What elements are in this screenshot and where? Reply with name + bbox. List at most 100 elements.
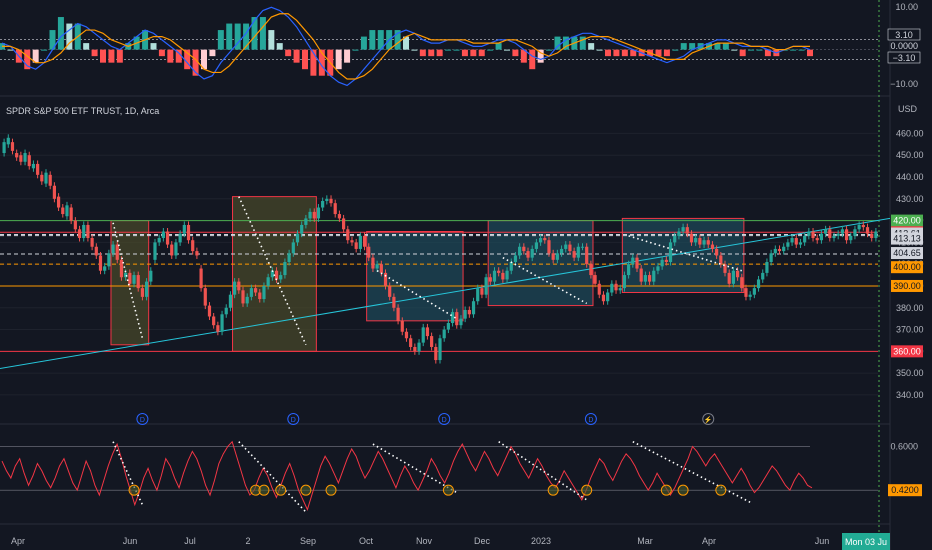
- candle-body: [643, 275, 647, 282]
- candle-body: [404, 331, 409, 339]
- candle-body: [484, 277, 488, 295]
- macd-histogram-bar: [546, 49, 553, 51]
- candle-body: [165, 231, 170, 245]
- rsi-dotted-trend-line: [112, 441, 144, 506]
- candle-body: [446, 323, 450, 330]
- candle-body: [710, 244, 715, 249]
- macd-histogram-bar: [680, 43, 687, 50]
- macd-histogram-bar: [461, 49, 468, 57]
- candle-body: [430, 336, 434, 347]
- candle-body: [832, 235, 836, 239]
- dotted-trend-line: [238, 196, 307, 346]
- candle-body: [145, 281, 149, 297]
- macd-histogram-bar: [91, 49, 98, 57]
- candle-body: [111, 244, 115, 254]
- macd-histogram-bar: [192, 49, 199, 76]
- candle-body: [207, 305, 212, 317]
- candle-body: [128, 272, 132, 284]
- macd-histogram-bar: [562, 36, 569, 50]
- candle-body: [329, 198, 333, 204]
- time-axis-label: Oct: [359, 536, 374, 546]
- macd-histogram-bar: [394, 30, 401, 50]
- candle-body: [6, 137, 10, 145]
- candle-body: [27, 155, 31, 167]
- candle-body: [861, 224, 865, 228]
- candle-body: [698, 238, 702, 245]
- macd-histogram-bar: [520, 49, 527, 63]
- candle-body: [807, 231, 811, 236]
- candle-body: [321, 200, 325, 208]
- macd-histogram-bar: [621, 49, 628, 57]
- candle-body: [304, 218, 308, 225]
- candle-body: [727, 272, 731, 284]
- macd-histogram-bar: [748, 49, 755, 51]
- macd-histogram-bar: [487, 49, 494, 51]
- candle-body: [325, 198, 329, 201]
- candle-body: [844, 229, 849, 241]
- candle-body: [10, 142, 15, 151]
- dotted-trend-line: [376, 270, 458, 320]
- candle-body: [86, 224, 90, 239]
- candle-body: [719, 255, 723, 265]
- candle-body: [82, 224, 86, 239]
- price-level-badge: [891, 261, 923, 274]
- candle-body: [77, 229, 82, 239]
- candle-body: [547, 240, 551, 254]
- rsi-tick-label: 0.6000: [890, 442, 918, 452]
- candle-body: [660, 259, 664, 267]
- candle-body: [233, 281, 237, 295]
- candle-body: [346, 229, 350, 241]
- candle-body: [157, 238, 161, 243]
- rsi-touch-marker: [325, 484, 337, 496]
- dotted-trend-line: [628, 235, 743, 272]
- macd-histogram-bar: [116, 49, 123, 63]
- candle-body: [593, 275, 597, 284]
- candle-body: [40, 174, 44, 182]
- rsi-dotted-trend-line: [238, 441, 307, 513]
- candle-body: [107, 253, 111, 267]
- macd-histogram-bar: [49, 30, 56, 50]
- candle-body: [769, 253, 773, 262]
- candle-body: [249, 288, 253, 297]
- candle-body: [224, 307, 228, 315]
- candle-body: [241, 290, 245, 304]
- candle-body: [69, 207, 73, 221]
- candle-body: [689, 233, 694, 243]
- candle-body: [103, 266, 107, 271]
- candle-body: [94, 246, 98, 256]
- candle-body: [132, 275, 136, 284]
- candle-body: [295, 233, 300, 243]
- candle-body: [383, 272, 388, 286]
- candle-body: [425, 327, 430, 337]
- rsi-value-label: 0.4200: [891, 485, 919, 495]
- candle-body: [291, 242, 295, 254]
- candle-body: [471, 301, 476, 315]
- candle-body: [773, 248, 777, 254]
- candle-body: [673, 235, 677, 243]
- candle-body: [237, 281, 241, 291]
- macd-histogram-bar: [756, 49, 763, 51]
- macd-histogram-bar: [722, 43, 729, 50]
- candle-body: [597, 283, 601, 295]
- macd-histogram-bar: [495, 43, 502, 50]
- candle-body: [413, 346, 417, 352]
- candle-body: [375, 264, 379, 269]
- candle-body: [748, 294, 752, 297]
- candle-body: [119, 259, 124, 278]
- candle-body: [798, 242, 803, 245]
- candle-body: [870, 233, 874, 239]
- candle-body: [253, 288, 258, 293]
- candle-body: [400, 320, 404, 332]
- candle-body: [756, 279, 761, 289]
- candle-body: [467, 309, 471, 315]
- macd-histogram-bar: [209, 49, 216, 57]
- price-tick-label: 450.00: [896, 150, 924, 160]
- time-axis-current-label: Mon 03 Ju: [845, 537, 887, 547]
- price-tick-label: 350.00: [896, 368, 924, 378]
- candle-body: [715, 248, 719, 256]
- candle-body: [790, 238, 794, 243]
- candle-body: [543, 238, 547, 241]
- macd-histogram-bar: [764, 49, 771, 57]
- dividend-letter: D: [442, 417, 447, 424]
